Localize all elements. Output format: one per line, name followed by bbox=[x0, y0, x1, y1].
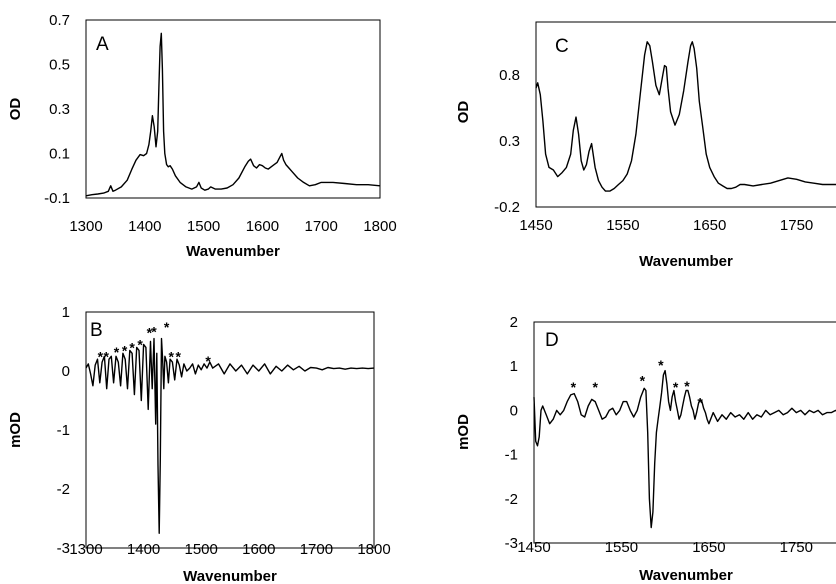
y-tick-label: -0.2 bbox=[494, 199, 520, 216]
star-markers-d: * * * * * * * bbox=[571, 357, 704, 411]
y-tick-label: -0.1 bbox=[44, 190, 70, 207]
peak-star: * bbox=[129, 339, 135, 355]
panel-label-b: B bbox=[90, 320, 103, 341]
peak-star: * bbox=[168, 348, 174, 364]
peak-star: * bbox=[122, 342, 128, 358]
spectrum-line-a bbox=[85, 32, 381, 197]
x-tick-label: 1550 bbox=[606, 217, 639, 234]
tick-labels-d: 1450 1550 1650 1750 -3 -2 -1 0 1 2 bbox=[505, 314, 813, 556]
y-tick-label: 0.5 bbox=[49, 57, 70, 74]
x-tick-label: 1800 bbox=[357, 541, 390, 558]
x-tick-label: 1450 bbox=[517, 539, 550, 556]
peak-star: * bbox=[151, 324, 157, 340]
y-axis-title-c: OD bbox=[455, 101, 472, 124]
plot-area-c bbox=[535, 21, 836, 208]
x-tick-label: 1450 bbox=[519, 217, 552, 234]
plot-area-b bbox=[85, 311, 375, 549]
spectrum-line-b bbox=[85, 337, 375, 534]
x-tick-label: 1800 bbox=[363, 218, 396, 235]
y-tick-label: 0.3 bbox=[499, 133, 520, 150]
spectrum-line-d bbox=[533, 369, 836, 529]
y-tick-label: 0.3 bbox=[49, 101, 70, 118]
peak-star: * bbox=[98, 348, 104, 364]
peak-star: * bbox=[103, 348, 109, 364]
y-tick-label: -1 bbox=[505, 447, 518, 464]
x-tick-label: 1650 bbox=[692, 539, 725, 556]
panel-label-a: A bbox=[96, 34, 109, 55]
star-markers-b: * * * * * ** * ** * * bbox=[98, 319, 212, 369]
chart-a: 1300 1400 1500 1600 1700 1800 -0.1 0.1 0.3 0.5 0.7… bbox=[7, 12, 397, 260]
x-tick-label: 1300 bbox=[69, 541, 102, 558]
y-tick-label: 0 bbox=[510, 402, 518, 419]
peak-star: * bbox=[592, 379, 598, 395]
x-tick-label: 1650 bbox=[693, 217, 726, 234]
plot-area-a bbox=[85, 19, 381, 199]
peak-star: * bbox=[164, 319, 170, 335]
x-axis-title-b: Wavenumber bbox=[183, 568, 277, 584]
y-axis-title-d: mOD bbox=[455, 414, 472, 450]
x-axis-title-a: Wavenumber bbox=[186, 243, 280, 260]
x-tick-label: 1600 bbox=[246, 218, 279, 235]
chart-b: 1300 1400 1500 1600 1700 1800 -3 -2 -1 0 1 B mOD W… bbox=[7, 304, 391, 584]
y-axis-title-b: mOD bbox=[7, 412, 24, 448]
chart-c: 1450 1550 1650 1750 -0.2 0.3 0.8 C OD Wavenumb… bbox=[455, 21, 836, 270]
tick-labels-b: 1300 1400 1500 1600 1700 1800 -3 -2 -1 0 1 bbox=[57, 304, 391, 558]
x-tick-label: 1300 bbox=[69, 218, 102, 235]
panel-label-c: C bbox=[555, 36, 569, 57]
x-tick-label: 1700 bbox=[300, 541, 333, 558]
plot-area-d bbox=[533, 321, 836, 544]
x-axis-title-c: Wavenumber bbox=[639, 253, 733, 270]
peak-star: * bbox=[658, 357, 664, 373]
y-axis-title-a: OD bbox=[7, 98, 24, 121]
peak-star: * bbox=[697, 394, 703, 410]
peak-star: * bbox=[684, 378, 690, 394]
y-tick-label: 0 bbox=[62, 363, 70, 380]
x-tick-label: 1400 bbox=[128, 218, 161, 235]
y-tick-label: -1 bbox=[57, 422, 70, 439]
y-tick-label: 0.1 bbox=[49, 146, 70, 163]
x-tick-label: 1550 bbox=[605, 539, 638, 556]
y-tick-label: 1 bbox=[62, 304, 70, 321]
y-tick-label: -2 bbox=[505, 491, 518, 508]
x-tick-label: 1500 bbox=[187, 218, 220, 235]
x-tick-label: 1500 bbox=[185, 541, 218, 558]
x-axis-title-d: Wavenumber bbox=[639, 567, 733, 584]
x-tick-label: 1700 bbox=[305, 218, 338, 235]
spectrum-line-c bbox=[535, 41, 836, 192]
peak-star: * bbox=[571, 379, 577, 395]
peak-star: * bbox=[114, 344, 120, 360]
peak-star: * bbox=[673, 379, 679, 395]
y-tick-label: -3 bbox=[505, 535, 518, 552]
panel-label-d: D bbox=[545, 330, 559, 351]
x-tick-label: 1400 bbox=[127, 541, 160, 558]
x-tick-label: 1600 bbox=[242, 541, 275, 558]
peak-star: * bbox=[205, 353, 211, 369]
y-tick-label: 0.7 bbox=[49, 12, 70, 29]
y-tick-label: 1 bbox=[510, 358, 518, 375]
x-tick-label: 1750 bbox=[780, 217, 813, 234]
peak-star: * bbox=[175, 348, 181, 364]
y-tick-label: -3 bbox=[57, 540, 70, 557]
tick-labels-a: 1300 1400 1500 1600 1700 1800 -0.1 0.1 0.3 0.5 0.7 bbox=[44, 12, 397, 235]
y-tick-label: 2 bbox=[510, 314, 518, 331]
y-tick-label: -2 bbox=[57, 481, 70, 498]
tick-labels-c: 1450 1550 1650 1750 -0.2 0.3 0.8 bbox=[494, 67, 813, 234]
chart-d: 1450 1550 1650 1750 -3 -2 -1 0 1 2 D mOD Wavenumb… bbox=[455, 314, 836, 584]
peak-star: * bbox=[147, 325, 153, 341]
peak-star: * bbox=[640, 372, 646, 388]
x-tick-label: 1750 bbox=[780, 539, 813, 556]
peak-star: * bbox=[137, 337, 143, 353]
y-tick-label: 0.8 bbox=[499, 67, 520, 84]
